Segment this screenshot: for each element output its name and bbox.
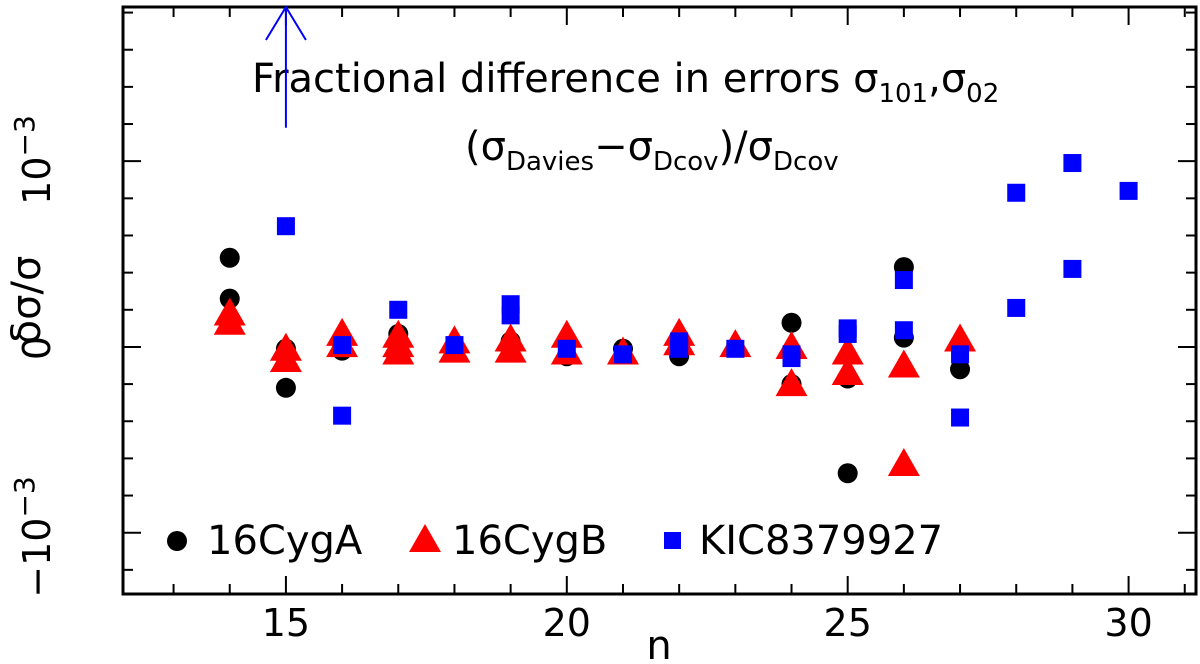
chart-title-line1: Fractional difference in errors σ101,σ02: [252, 56, 999, 109]
point-kic8379927: [445, 336, 464, 355]
annotation-arrow: [265, 5, 307, 128]
plot-frame: [121, 5, 1198, 596]
chart-title-line2: (σDavies−σDcov)/σDcov: [465, 124, 839, 177]
point-kic8379927: [726, 339, 745, 358]
point-16cyga: [837, 463, 858, 484]
point-kic8379927: [670, 339, 689, 358]
y-axis-title: δσ/σ: [4, 256, 50, 345]
point-kic8379927: [951, 408, 970, 427]
point-16cygb: [775, 368, 808, 397]
legend-marker-16cyga: [167, 531, 187, 551]
point-kic8379927: [894, 321, 913, 340]
legend-label-16cyga: 16CygA: [207, 518, 363, 564]
point-16cyga: [275, 377, 296, 398]
point-16cygb: [213, 306, 246, 335]
point-kic8379927: [389, 300, 408, 319]
point-kic8379927: [276, 217, 295, 236]
y-tick-label-pos: 10−3: [8, 115, 59, 205]
point-kic8379927: [557, 339, 576, 358]
legend: 16CygA 16CygB KIC8379927: [167, 518, 943, 564]
point-kic8379927: [782, 349, 801, 368]
point-kic8379927: [613, 345, 632, 364]
x-tick-label: 20: [543, 601, 591, 645]
point-kic8379927: [1007, 298, 1026, 317]
arrow-head: [265, 5, 307, 41]
point-kic8379927: [838, 324, 857, 343]
point-kic8379927: [1119, 181, 1138, 200]
x-tick-label: 15: [262, 601, 310, 645]
x-tick-label: 25: [824, 601, 872, 645]
x-tick-label: 30: [1104, 601, 1152, 645]
legend-label-16cygb: 16CygB: [452, 518, 607, 564]
x-tick-labels: 15 20 25 30: [262, 601, 1153, 645]
point-16cygb: [944, 323, 977, 352]
x-axis-title: n: [646, 623, 671, 664]
point-16cygb: [887, 447, 920, 476]
y-tick-labels: 10−3 0 −10−3: [8, 115, 59, 598]
point-16cyga: [781, 312, 802, 333]
legend-marker-16cygb: [409, 524, 441, 552]
point-kic8379927: [1063, 259, 1082, 278]
point-16cygb: [887, 349, 920, 378]
point-16cyga: [219, 247, 240, 268]
point-kic8379927: [501, 306, 520, 325]
axis-ticks: [123, 7, 1196, 594]
data-points: [213, 154, 1138, 484]
point-16cygb: [831, 336, 864, 365]
point-16cygb: [831, 356, 864, 385]
point-16cygb: [494, 334, 527, 363]
y-tick-label-neg: −10−3: [8, 476, 59, 597]
legend-marker-kic8379927: [664, 532, 681, 549]
point-kic8379927: [333, 336, 352, 355]
point-kic8379927: [1007, 183, 1026, 202]
point-kic8379927: [1063, 154, 1082, 173]
legend-label-kic8379927: KIC8379927: [699, 518, 943, 564]
point-kic8379927: [951, 345, 970, 364]
point-16cygb: [269, 343, 302, 372]
point-kic8379927: [894, 271, 913, 290]
y-tick-label-zero: 0: [15, 336, 59, 360]
point-16cygb: [382, 336, 415, 365]
point-kic8379927: [333, 406, 352, 425]
point-16cyga: [950, 359, 971, 380]
